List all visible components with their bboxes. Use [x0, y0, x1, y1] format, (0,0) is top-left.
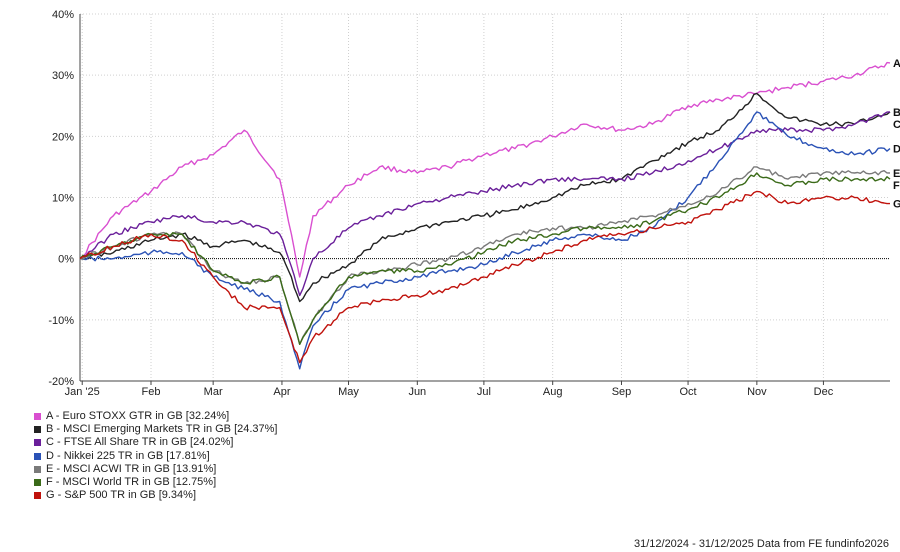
legend-swatch — [34, 439, 41, 447]
footer-source: 31/12/2024 - 31/12/2025 Data from FE fun… — [633, 538, 889, 550]
legend-swatch — [34, 479, 41, 487]
series-end-label: B — [893, 107, 900, 119]
grid — [80, 13, 890, 382]
legend-label: C - FTSE All Share TR in GB [24.02%] — [46, 436, 234, 449]
series-end-label: D — [893, 144, 900, 156]
legend-item-g: G - S&P 500 TR in GB [9.34%] — [34, 489, 277, 502]
series-line-f — [79, 172, 891, 345]
x-tick-label: Apr — [273, 386, 290, 398]
y-tick-label: -10% — [48, 315, 74, 327]
axes: -20% -10% 0% 10% 20% 30% 40% Jan '25 Feb Mar Apr Ma… — [48, 9, 890, 398]
x-tick-label: Nov — [747, 386, 767, 398]
legend: A - Euro STOXX GTR in GB [32.24%] B - MSC… — [34, 410, 277, 502]
series-end-label: C — [893, 119, 900, 131]
x-tick-label: Feb — [142, 386, 161, 398]
x-tick-label: Jun — [408, 386, 426, 398]
legend-item-b: B - MSCI Emerging Markets TR in GB [24.3… — [34, 423, 277, 436]
series-line-b — [79, 92, 891, 303]
line-chart: -20% -10% 0% 10% 20% 30% 40% Jan '25 Feb Mar Apr Ma… — [48, 9, 900, 398]
series-lines — [79, 61, 891, 370]
x-tick-label: May — [338, 386, 359, 398]
y-tick-label: 40% — [52, 9, 74, 21]
x-tick-label: Sep — [612, 386, 632, 398]
series-end-label: F — [893, 180, 900, 192]
series-end-label: G — [893, 199, 900, 211]
legend-label: B - MSCI Emerging Markets TR in GB [24.3… — [46, 423, 278, 436]
series-line-g — [79, 190, 890, 364]
y-tick-label: 0% — [58, 254, 74, 266]
x-tick-label: Jan '25 — [65, 386, 100, 398]
series-line-d — [79, 111, 891, 370]
legend-item-e: E - MSCI ACWI TR in GB [13.91%] — [34, 463, 277, 476]
legend-item-d: D - Nikkei 225 TR in GB [17.81%] — [34, 450, 277, 463]
y-tick-label: -20% — [48, 376, 74, 388]
legend-swatch — [34, 492, 41, 500]
series-line-e — [79, 166, 891, 345]
x-tick-label: Mar — [204, 386, 223, 398]
series-end-label: E — [893, 168, 900, 180]
y-tick-label: 30% — [52, 70, 74, 82]
legend-item-a: A - Euro STOXX GTR in GB [32.24%] — [34, 410, 277, 423]
legend-item-f: F - MSCI World TR in GB [12.75%] — [34, 476, 277, 489]
legend-swatch — [34, 452, 41, 460]
y-tick-label: 10% — [52, 193, 74, 205]
legend-label: G - S&P 500 TR in GB [9.34%] — [46, 489, 196, 502]
y-tick-label: 20% — [52, 131, 74, 143]
legend-label: A - Euro STOXX GTR in GB [32.24%] — [46, 410, 230, 422]
x-tick-label: Oct — [679, 386, 696, 398]
legend-item-c: C - FTSE All Share TR in GB [24.02%] — [34, 436, 277, 449]
legend-label: E - MSCI ACWI TR in GB [13.91%] — [46, 462, 217, 475]
legend-swatch — [34, 465, 41, 473]
x-tick-label: Aug — [543, 386, 563, 398]
series-end-label: A — [893, 58, 900, 70]
x-tick-label: Jul — [477, 386, 491, 398]
legend-swatch — [34, 426, 41, 434]
legend-label: D - Nikkei 225 TR in GB [17.81%] — [46, 449, 210, 462]
legend-label: F - MSCI World TR in GB [12.75%] — [46, 475, 217, 488]
legend-swatch — [34, 413, 41, 421]
x-tick-label: Dec — [814, 386, 834, 398]
series-line-c — [79, 111, 891, 297]
